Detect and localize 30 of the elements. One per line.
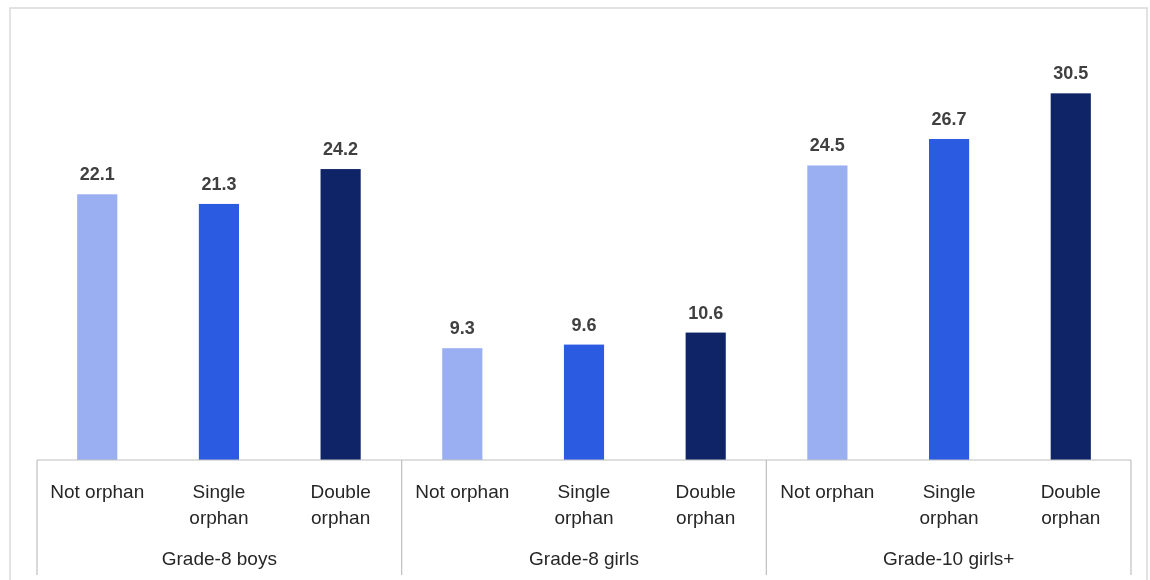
x-tick-label: Not orphan — [50, 481, 145, 502]
x-tick-label: Double orphan — [310, 481, 371, 528]
data-label: 24.5 — [809, 135, 845, 156]
data-label: 9.6 — [571, 314, 597, 335]
bar — [928, 139, 970, 460]
x-tick-label: Single orphan — [554, 481, 614, 528]
bar — [807, 165, 848, 460]
bar — [1050, 93, 1091, 460]
data-label: 30.5 — [1053, 63, 1089, 84]
data-label: 22.1 — [79, 164, 115, 185]
data-label: 24.2 — [323, 139, 359, 160]
bar — [320, 169, 361, 460]
text: Grade-8 girls — [529, 548, 639, 569]
data-label: 9.3 — [449, 318, 475, 339]
bar — [685, 332, 726, 460]
x-tick-label: Not orphan — [415, 481, 510, 502]
x-tick-label: Double orphan — [675, 481, 736, 528]
x-tick-label: Not orphan — [780, 481, 875, 502]
x-tick-label: Double orphan — [1040, 481, 1101, 528]
data-label: 26.7 — [931, 109, 967, 130]
bar — [198, 203, 240, 460]
bar — [563, 344, 605, 460]
x-tick-label: Single orphan — [189, 481, 249, 528]
text: Grade-10 girls+ — [882, 548, 1015, 569]
data-label: 21.3 — [201, 173, 237, 194]
bar — [442, 348, 483, 460]
bar — [77, 194, 118, 460]
data-label: 10.6 — [688, 302, 724, 323]
x-tick-label: Single orphan — [919, 481, 979, 528]
text: Grade-8 boys — [161, 548, 277, 569]
